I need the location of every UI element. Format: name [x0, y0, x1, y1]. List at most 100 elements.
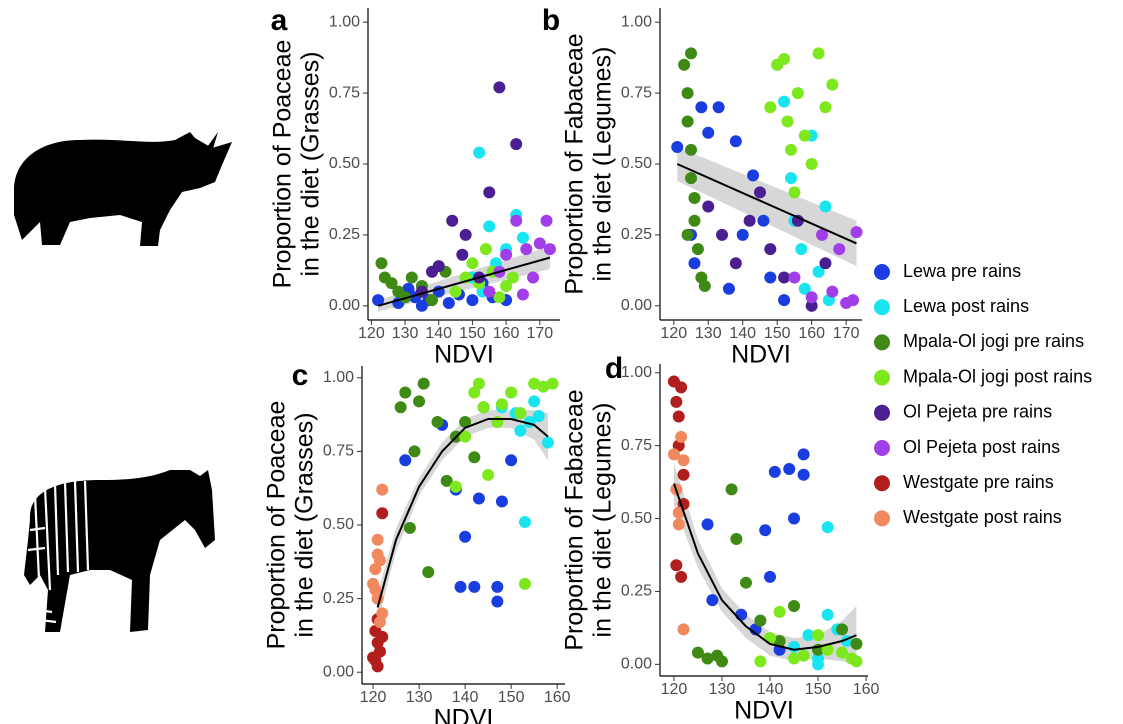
- data-point: [459, 415, 472, 428]
- data-point: [791, 87, 804, 100]
- y-axis-title: Proportion of Poaceae: [263, 401, 291, 650]
- data-point: [716, 228, 729, 241]
- data-point: [468, 580, 481, 593]
- data-point: [805, 158, 818, 170]
- data-point: [670, 395, 683, 408]
- rhino-horn: [205, 132, 218, 152]
- data-point: [449, 285, 462, 298]
- data-point: [702, 200, 715, 213]
- data-point: [533, 237, 546, 250]
- data-point: [812, 265, 825, 278]
- data-point: [670, 559, 683, 572]
- data-point: [532, 410, 545, 423]
- data-point: [376, 483, 389, 496]
- data-point: [493, 81, 506, 94]
- y-tick-label: 0.25: [323, 590, 354, 607]
- data-point: [764, 570, 777, 583]
- data-point: [483, 220, 496, 233]
- data-point: [675, 430, 688, 443]
- data-point: [759, 524, 772, 537]
- x-tick-label: 150: [459, 325, 486, 342]
- data-point: [701, 652, 714, 665]
- y-tick-label: 0.25: [329, 226, 360, 243]
- x-tick-label: 150: [805, 681, 832, 698]
- data-point: [541, 436, 554, 449]
- x-tick-label: 120: [360, 689, 387, 706]
- data-point: [442, 296, 455, 309]
- data-point: [764, 632, 777, 645]
- data-point: [528, 395, 541, 408]
- x-axis-title: NDVI: [434, 341, 494, 369]
- y-tick-label: 0.25: [621, 226, 652, 243]
- data-point: [459, 430, 472, 443]
- x-tick-label: 130: [695, 325, 722, 342]
- data-point: [836, 646, 849, 659]
- x-tick-label: 160: [853, 681, 880, 698]
- data-point: [778, 95, 791, 108]
- data-point: [385, 277, 398, 290]
- data-point: [768, 465, 781, 478]
- x-tick-label: 130: [392, 325, 419, 342]
- data-point: [812, 629, 825, 642]
- data-point: [482, 468, 495, 481]
- y-axis-title: in the diet (Legumes): [589, 47, 617, 282]
- data-point: [691, 243, 704, 256]
- x-tick-label: 140: [757, 681, 784, 698]
- legend-marker: [874, 440, 890, 456]
- data-point: [816, 228, 829, 241]
- data-point: [735, 608, 748, 621]
- data-point: [518, 516, 531, 529]
- x-tick-label: 140: [729, 325, 756, 342]
- data-point: [527, 271, 540, 284]
- data-point: [715, 655, 728, 668]
- data-point: [372, 294, 385, 307]
- panel-letter: d: [605, 352, 623, 385]
- y-axis-title: Proportion of Fabaceae: [561, 389, 589, 650]
- data-point: [706, 594, 719, 607]
- data-point: [778, 271, 791, 284]
- legend-label: Ol Pejeta post rains: [903, 437, 1060, 457]
- data-point: [473, 146, 486, 159]
- data-point: [459, 228, 472, 241]
- data-point: [466, 294, 479, 307]
- data-point: [754, 655, 767, 668]
- data-point: [736, 228, 749, 241]
- x-tick-label: 170: [833, 325, 860, 342]
- data-point: [797, 448, 810, 461]
- data-point: [493, 291, 506, 304]
- data-point: [795, 243, 808, 256]
- data-point: [376, 630, 389, 643]
- x-tick-label: 150: [764, 325, 791, 342]
- data-point: [847, 294, 860, 307]
- data-point: [413, 395, 426, 408]
- y-tick-label: 0.00: [621, 297, 652, 314]
- data-point: [491, 595, 504, 608]
- data-point: [681, 87, 694, 100]
- data-point: [773, 605, 786, 618]
- data-point: [466, 257, 479, 270]
- y-tick-label: 0.25: [621, 583, 652, 600]
- data-point: [702, 126, 715, 139]
- data-point: [788, 512, 801, 525]
- panel-letter: c: [292, 359, 309, 392]
- legend-label: Mpala-Ol jogi post rains: [903, 366, 1092, 386]
- data-point: [667, 448, 680, 461]
- y-tick-label: 0.50: [323, 516, 354, 533]
- y-tick-label: 0.75: [621, 84, 652, 101]
- x-axis-title: NDVI: [734, 697, 794, 724]
- data-point: [764, 271, 777, 284]
- data-point: [730, 532, 743, 545]
- data-point: [454, 580, 467, 593]
- legend-label: Mpala-Ol jogi pre rains: [903, 331, 1084, 351]
- data-point: [440, 474, 453, 487]
- legend-label: Lewa post rains: [903, 296, 1029, 316]
- trend-line: [377, 256, 551, 307]
- data-point: [788, 271, 801, 284]
- data-point: [678, 58, 691, 71]
- data-point: [688, 214, 701, 227]
- y-tick-label: 0.75: [621, 437, 652, 454]
- data-point: [373, 645, 386, 658]
- y-tick-label: 1.00: [323, 369, 354, 386]
- data-point: [797, 468, 810, 481]
- legend-label: Lewa pre rains: [903, 261, 1021, 281]
